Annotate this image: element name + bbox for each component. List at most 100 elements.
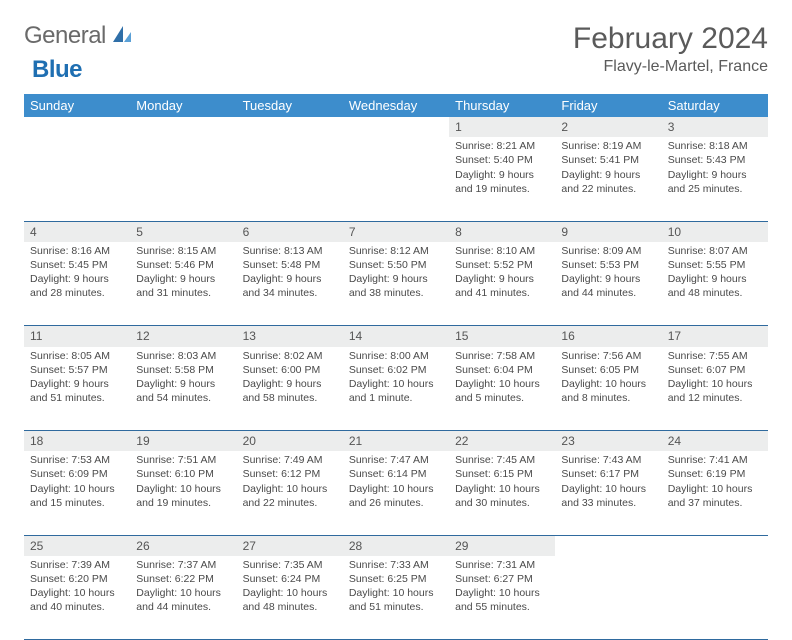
- sunrise-line: Sunrise: 7:41 AM: [668, 453, 762, 467]
- sunrise-line: Sunrise: 7:35 AM: [243, 558, 337, 572]
- sunrise-line: Sunrise: 7:43 AM: [561, 453, 655, 467]
- day-number-cell: 16: [555, 326, 661, 347]
- day-number-cell: 4: [24, 221, 130, 242]
- sunset-line: Sunset: 5:50 PM: [349, 258, 443, 272]
- day-cell: Sunrise: 7:51 AMSunset: 6:10 PMDaylight:…: [130, 451, 236, 535]
- sunrise-line: Sunrise: 7:47 AM: [349, 453, 443, 467]
- day-cell: Sunrise: 8:16 AMSunset: 5:45 PMDaylight:…: [24, 242, 130, 326]
- calendar-table: Sunday Monday Tuesday Wednesday Thursday…: [24, 94, 768, 640]
- day-cell: Sunrise: 7:31 AMSunset: 6:27 PMDaylight:…: [449, 556, 555, 640]
- calendar-body: 123Sunrise: 8:21 AMSunset: 5:40 PMDaylig…: [24, 117, 768, 640]
- month-title: February 2024: [573, 22, 768, 56]
- weekday-header: Friday: [555, 94, 661, 117]
- daynum-row: 45678910: [24, 221, 768, 242]
- day-cell: Sunrise: 7:39 AMSunset: 6:20 PMDaylight:…: [24, 556, 130, 640]
- daylight-line: Daylight: 10 hours and 55 minutes.: [455, 586, 549, 614]
- sunset-line: Sunset: 5:52 PM: [455, 258, 549, 272]
- sunrise-line: Sunrise: 8:05 AM: [30, 349, 124, 363]
- day-number-cell: 18: [24, 431, 130, 452]
- day-number-cell: 13: [237, 326, 343, 347]
- day-cell: Sunrise: 8:05 AMSunset: 5:57 PMDaylight:…: [24, 347, 130, 431]
- sunset-line: Sunset: 6:24 PM: [243, 572, 337, 586]
- day-number-cell: 7: [343, 221, 449, 242]
- weekday-header: Saturday: [662, 94, 768, 117]
- day-cell: Sunrise: 7:45 AMSunset: 6:15 PMDaylight:…: [449, 451, 555, 535]
- daylight-line: Daylight: 10 hours and 26 minutes.: [349, 482, 443, 510]
- day-cell: Sunrise: 8:02 AMSunset: 6:00 PMDaylight:…: [237, 347, 343, 431]
- sunrise-line: Sunrise: 7:53 AM: [30, 453, 124, 467]
- day-cell: Sunrise: 8:21 AMSunset: 5:40 PMDaylight:…: [449, 137, 555, 221]
- sunrise-line: Sunrise: 7:39 AM: [30, 558, 124, 572]
- day-cell: [130, 137, 236, 221]
- sunset-line: Sunset: 5:46 PM: [136, 258, 230, 272]
- sunset-line: Sunset: 5:57 PM: [30, 363, 124, 377]
- daynum-row: 2526272829: [24, 535, 768, 556]
- day-cell: Sunrise: 7:58 AMSunset: 6:04 PMDaylight:…: [449, 347, 555, 431]
- sunrise-line: Sunrise: 7:31 AM: [455, 558, 549, 572]
- daylight-line: Daylight: 10 hours and 5 minutes.: [455, 377, 549, 405]
- daylight-line: Daylight: 9 hours and 28 minutes.: [30, 272, 124, 300]
- sunset-line: Sunset: 6:15 PM: [455, 467, 549, 481]
- sunset-line: Sunset: 6:25 PM: [349, 572, 443, 586]
- sunrise-line: Sunrise: 7:55 AM: [668, 349, 762, 363]
- day-number-cell: 14: [343, 326, 449, 347]
- sunset-line: Sunset: 6:17 PM: [561, 467, 655, 481]
- day-number-cell: 24: [662, 431, 768, 452]
- day-cell: Sunrise: 8:15 AMSunset: 5:46 PMDaylight:…: [130, 242, 236, 326]
- day-number-cell: 26: [130, 535, 236, 556]
- day-cell: Sunrise: 8:09 AMSunset: 5:53 PMDaylight:…: [555, 242, 661, 326]
- sunset-line: Sunset: 5:40 PM: [455, 153, 549, 167]
- day-number-cell: [343, 117, 449, 137]
- sunset-line: Sunset: 5:48 PM: [243, 258, 337, 272]
- sunset-line: Sunset: 5:43 PM: [668, 153, 762, 167]
- sunrise-line: Sunrise: 7:45 AM: [455, 453, 549, 467]
- sunrise-line: Sunrise: 7:37 AM: [136, 558, 230, 572]
- day-number-cell: 12: [130, 326, 236, 347]
- weekday-header: Monday: [130, 94, 236, 117]
- daylight-line: Daylight: 10 hours and 40 minutes.: [30, 586, 124, 614]
- day-number-cell: 3: [662, 117, 768, 137]
- day-number-cell: 29: [449, 535, 555, 556]
- sunset-line: Sunset: 6:09 PM: [30, 467, 124, 481]
- daylight-line: Daylight: 10 hours and 30 minutes.: [455, 482, 549, 510]
- sunset-line: Sunset: 6:14 PM: [349, 467, 443, 481]
- sunrise-line: Sunrise: 8:18 AM: [668, 139, 762, 153]
- day-cell: Sunrise: 7:43 AMSunset: 6:17 PMDaylight:…: [555, 451, 661, 535]
- daynum-row: 11121314151617: [24, 326, 768, 347]
- sunset-line: Sunset: 6:10 PM: [136, 467, 230, 481]
- day-number-cell: 8: [449, 221, 555, 242]
- daylight-line: Daylight: 9 hours and 22 minutes.: [561, 168, 655, 196]
- sunset-line: Sunset: 5:58 PM: [136, 363, 230, 377]
- day-number-cell: [237, 117, 343, 137]
- day-cell: [555, 556, 661, 640]
- sunrise-line: Sunrise: 7:49 AM: [243, 453, 337, 467]
- sunrise-line: Sunrise: 8:13 AM: [243, 244, 337, 258]
- daynum-row: 123: [24, 117, 768, 137]
- daylight-line: Daylight: 9 hours and 19 minutes.: [455, 168, 549, 196]
- sunset-line: Sunset: 6:04 PM: [455, 363, 549, 377]
- sunset-line: Sunset: 6:00 PM: [243, 363, 337, 377]
- day-number-cell: [130, 117, 236, 137]
- day-cell: Sunrise: 8:10 AMSunset: 5:52 PMDaylight:…: [449, 242, 555, 326]
- sunset-line: Sunset: 6:19 PM: [668, 467, 762, 481]
- sunrise-line: Sunrise: 8:16 AM: [30, 244, 124, 258]
- daynum-row: 18192021222324: [24, 431, 768, 452]
- sunrise-line: Sunrise: 7:58 AM: [455, 349, 549, 363]
- day-cell: Sunrise: 7:37 AMSunset: 6:22 PMDaylight:…: [130, 556, 236, 640]
- sunset-line: Sunset: 5:53 PM: [561, 258, 655, 272]
- daylight-line: Daylight: 9 hours and 25 minutes.: [668, 168, 762, 196]
- sunrise-line: Sunrise: 8:03 AM: [136, 349, 230, 363]
- daylight-line: Daylight: 9 hours and 48 minutes.: [668, 272, 762, 300]
- week-row: Sunrise: 7:39 AMSunset: 6:20 PMDaylight:…: [24, 556, 768, 640]
- sunrise-line: Sunrise: 7:51 AM: [136, 453, 230, 467]
- day-cell: [237, 137, 343, 221]
- sunrise-line: Sunrise: 8:21 AM: [455, 139, 549, 153]
- day-number-cell: 20: [237, 431, 343, 452]
- daylight-line: Daylight: 10 hours and 8 minutes.: [561, 377, 655, 405]
- daylight-line: Daylight: 10 hours and 22 minutes.: [243, 482, 337, 510]
- sunset-line: Sunset: 5:45 PM: [30, 258, 124, 272]
- day-number-cell: 23: [555, 431, 661, 452]
- day-number-cell: 11: [24, 326, 130, 347]
- day-cell: Sunrise: 7:47 AMSunset: 6:14 PMDaylight:…: [343, 451, 449, 535]
- sunrise-line: Sunrise: 7:33 AM: [349, 558, 443, 572]
